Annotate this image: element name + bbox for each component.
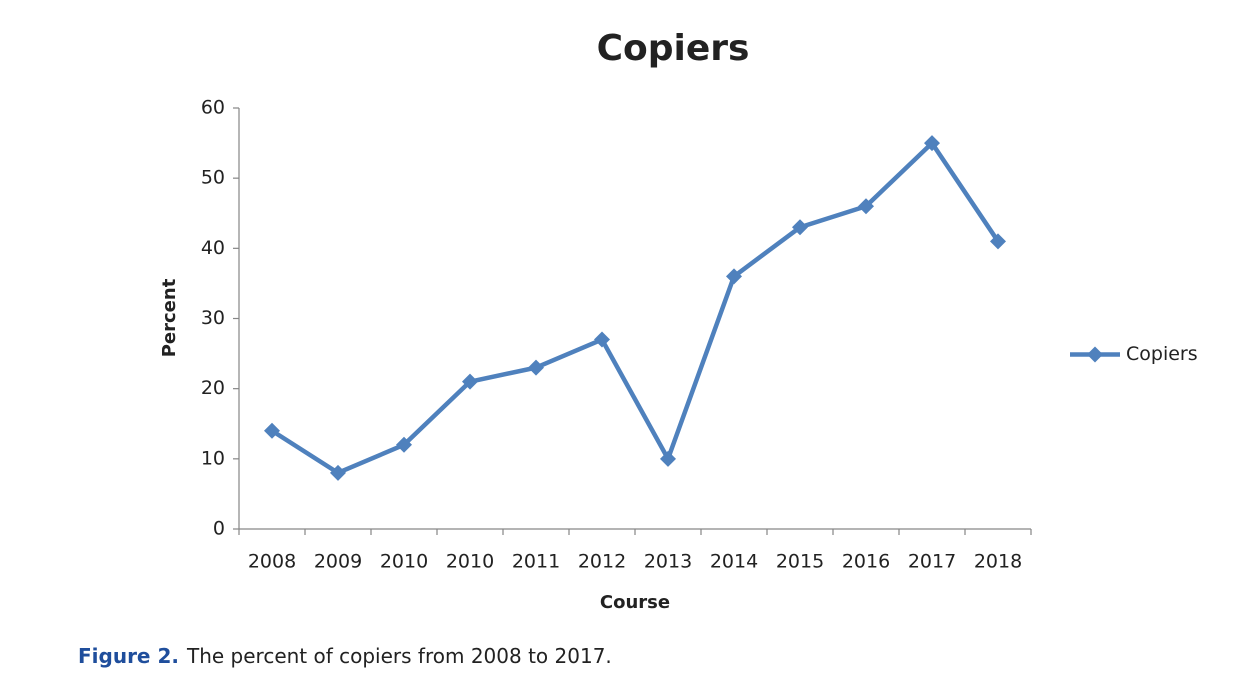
series-line [270, 140, 1000, 476]
x-tick-label: 2015 [776, 551, 824, 573]
caption-label: Figure 2. [78, 644, 179, 668]
y-tick-label: 20 [201, 377, 225, 399]
point-marker [396, 436, 412, 453]
point-marker [858, 198, 874, 215]
caption-text: The percent of copiers from 2008 to 2017… [186, 644, 612, 668]
x-tick-label: 2012 [578, 551, 626, 573]
x-tick-label: 2010 [380, 551, 428, 573]
point-marker [726, 268, 742, 285]
legend-marker [1087, 346, 1103, 363]
point-marker [462, 373, 478, 390]
y-tick-label: 60 [201, 97, 225, 119]
point-marker [660, 450, 676, 467]
x-tick-label: 2009 [314, 551, 362, 573]
x-tick-label: 2011 [512, 551, 560, 573]
point-marker [330, 464, 346, 481]
point-marker [528, 359, 544, 376]
point-marker [264, 422, 280, 439]
chart-title: Copiers [597, 28, 750, 69]
point-marker [594, 331, 610, 348]
point-marker [924, 135, 940, 152]
x-tick-label: 2008 [248, 551, 296, 573]
x-tick-label: 2014 [710, 551, 758, 573]
y-tick-label: 10 [201, 447, 225, 469]
x-axis-label: Course [600, 592, 670, 613]
x-tick-label: 2013 [644, 551, 692, 573]
y-tick-label: 50 [201, 167, 225, 189]
x-tick-label: 2017 [908, 551, 956, 573]
caption: Figure 2. The percent of copiers from 200… [78, 644, 612, 668]
x-tick-label: 2016 [842, 551, 890, 573]
y-tick-label: 0 [213, 518, 225, 540]
point-marker [990, 233, 1006, 250]
y-tick-label: 30 [201, 307, 225, 329]
x-tick-label: 2010 [446, 551, 494, 573]
y-tick-label: 40 [201, 237, 225, 259]
x-tick-label: 2018 [974, 551, 1022, 573]
legend-label: Copiers [1126, 343, 1198, 365]
point-marker [792, 219, 808, 236]
y-axis-label: Percent [159, 278, 180, 357]
